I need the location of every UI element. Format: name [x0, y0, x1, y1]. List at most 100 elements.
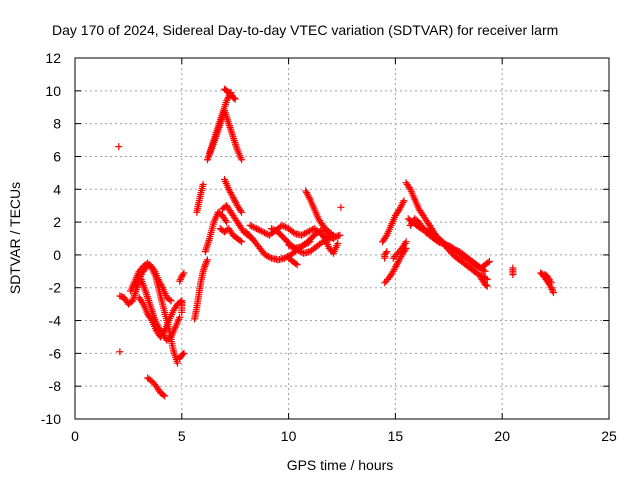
- x-tick-label: 10: [281, 428, 297, 444]
- data-point: [401, 239, 409, 247]
- data-point: [201, 261, 209, 269]
- data-point: [423, 228, 431, 236]
- y-tick-label: 6: [53, 148, 61, 164]
- data-point: [303, 190, 311, 198]
- data-point: [289, 228, 297, 236]
- data-point: [422, 227, 430, 235]
- data-point: [259, 228, 267, 236]
- data-point: [248, 222, 256, 230]
- data-point: [303, 189, 311, 197]
- data-point: [280, 222, 288, 230]
- data-point: [286, 242, 294, 250]
- data-point: [292, 260, 300, 268]
- data-point: [174, 359, 182, 367]
- data-point: [402, 238, 410, 246]
- data-point: [285, 241, 293, 249]
- data-point: [176, 277, 184, 285]
- data-point: [222, 216, 230, 224]
- data-point: [203, 257, 211, 265]
- data-point: [203, 256, 211, 264]
- data-point: [179, 271, 187, 279]
- data-point: [481, 267, 489, 275]
- data-point: [396, 254, 404, 262]
- y-tick-label: 4: [53, 181, 61, 197]
- data-point: [334, 239, 342, 247]
- data-point: [116, 348, 124, 356]
- data-point: [395, 256, 403, 264]
- y-tick-label: -10: [41, 411, 61, 427]
- data-point: [238, 238, 246, 246]
- data-point: [271, 226, 279, 234]
- data-point: [269, 225, 277, 233]
- data-point: [159, 391, 167, 399]
- data-point: [337, 203, 345, 211]
- data-point: [304, 228, 312, 236]
- data-point: [397, 203, 405, 211]
- data-point: [548, 285, 556, 293]
- x-tick-label: 25: [601, 428, 617, 444]
- data-point: [302, 187, 310, 195]
- data-point: [396, 205, 404, 213]
- data-point: [302, 229, 310, 237]
- data-point: [305, 227, 313, 235]
- data-point: [227, 190, 235, 198]
- data-point: [257, 227, 265, 235]
- data-point: [391, 264, 399, 272]
- y-axis-title: SDTVAR / TECUs: [7, 182, 23, 294]
- data-point: [549, 287, 557, 295]
- axis-ticks: [74, 57, 610, 420]
- data-point: [482, 281, 490, 289]
- data-point: [147, 315, 155, 323]
- data-point: [394, 257, 402, 265]
- data-point: [399, 198, 407, 206]
- data-point: [230, 195, 238, 203]
- data-point: [226, 187, 234, 195]
- data-point: [301, 230, 309, 238]
- plot-frame: [74, 57, 610, 420]
- data-point: [254, 225, 262, 233]
- data-point: [266, 253, 274, 261]
- data-point: [319, 233, 327, 241]
- data-point: [166, 296, 174, 304]
- y-tick-label: -2: [49, 280, 62, 296]
- data-point: [336, 231, 344, 239]
- data-point: [383, 248, 391, 256]
- y-tick-label: 0: [53, 247, 61, 263]
- y-tick-labels: -10 -8 -6 -4 -2 0 2 4 6 8 10 12: [41, 50, 61, 427]
- data-point: [232, 198, 240, 206]
- data-point: [238, 208, 246, 216]
- data-point: [400, 197, 408, 205]
- data-point: [264, 253, 272, 261]
- data-point: [278, 221, 286, 229]
- data-point: [263, 252, 271, 260]
- data-point: [230, 94, 238, 102]
- chart-title: Day 170 of 2024, Sidereal Day-to-day VTE…: [52, 22, 558, 38]
- data-point: [202, 259, 210, 267]
- x-tick-label: 0: [71, 428, 79, 444]
- data-point: [305, 193, 313, 201]
- x-tick-label: 5: [178, 428, 186, 444]
- data-point: [398, 200, 406, 208]
- x-tick-labels: 0 5 10 15 20 25: [71, 428, 617, 444]
- data-point: [231, 197, 239, 205]
- data-point: [382, 249, 390, 257]
- data-point: [199, 180, 207, 188]
- data-point: [227, 189, 235, 197]
- data-point: [246, 221, 254, 229]
- y-tick-label: -4: [49, 313, 62, 329]
- data-point: [484, 259, 492, 267]
- x-axis-title: GPS time / hours: [287, 457, 394, 473]
- data-points: [115, 85, 557, 400]
- y-tick-label: 12: [45, 50, 61, 66]
- data-point: [288, 243, 296, 251]
- y-tick-label: 8: [53, 116, 61, 132]
- data-point: [328, 233, 336, 241]
- data-point: [238, 156, 246, 164]
- data-point: [224, 95, 232, 103]
- data-point: [397, 202, 405, 210]
- data-point: [394, 259, 402, 267]
- data-point: [228, 192, 236, 200]
- data-point: [382, 233, 390, 241]
